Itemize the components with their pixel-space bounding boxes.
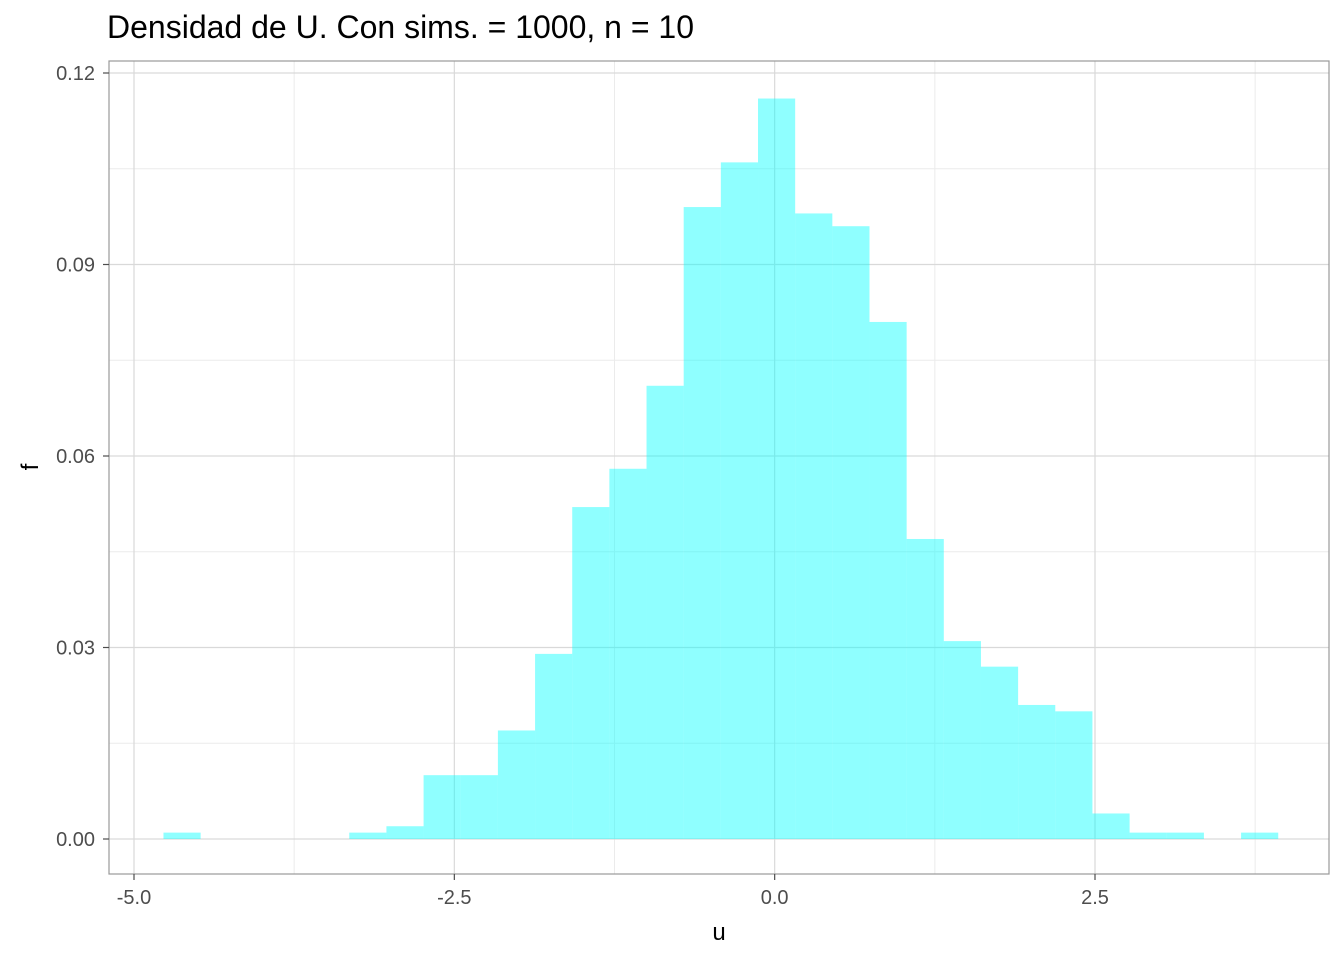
y-tick-label: 0.00 [56,829,95,851]
x-axis-title: u [712,919,725,946]
histogram-bar [980,666,1019,839]
histogram-bar [1129,832,1167,839]
histogram-bar [609,468,647,839]
histogram-bar [535,653,573,839]
histogram-bar [683,207,721,840]
histogram-bar [758,98,796,840]
y-axis: 0.00 0.03 0.06 0.09 0.12 [56,63,109,851]
y-tick-label: 0.06 [56,446,95,468]
y-axis-title: f [17,463,44,470]
histogram-bar [1241,832,1279,839]
histogram-bar [1055,711,1093,839]
histogram-bar [906,538,944,839]
panel-border [108,60,1330,875]
chart-title: Densidad de U. Con sims. = 1000, n = 10 [107,9,694,45]
x-tick-label: 0.0 [761,887,789,909]
x-tick-label: 2.5 [1081,887,1109,909]
x-tick-label: -2.5 [437,887,471,909]
histogram-bar [497,730,536,839]
histogram-bar [646,385,684,839]
x-axis: -5.0 -2.5 0.0 2.5 [117,874,1109,909]
histogram-bar [1166,832,1204,839]
histogram-bar [386,826,424,839]
histogram-bar [720,162,759,839]
histogram-bar [1018,704,1056,839]
histogram-bar [460,775,498,839]
histogram-bar [943,641,981,839]
histogram-bar [869,321,907,839]
x-tick-label: -5.0 [117,887,151,909]
histogram-bar [349,832,387,839]
histogram-bar [832,226,870,839]
minor-grid [109,61,1329,874]
bars [163,98,1279,840]
histogram-bar [795,213,833,839]
histogram-bar [163,832,201,839]
histogram-bar [423,775,461,839]
histogram-bar [1092,813,1130,839]
major-grid [109,61,1329,874]
y-tick-label: 0.09 [56,255,95,277]
histogram-bar [572,507,610,839]
y-tick-label: 0.12 [56,63,95,85]
y-tick-label: 0.03 [56,638,95,660]
